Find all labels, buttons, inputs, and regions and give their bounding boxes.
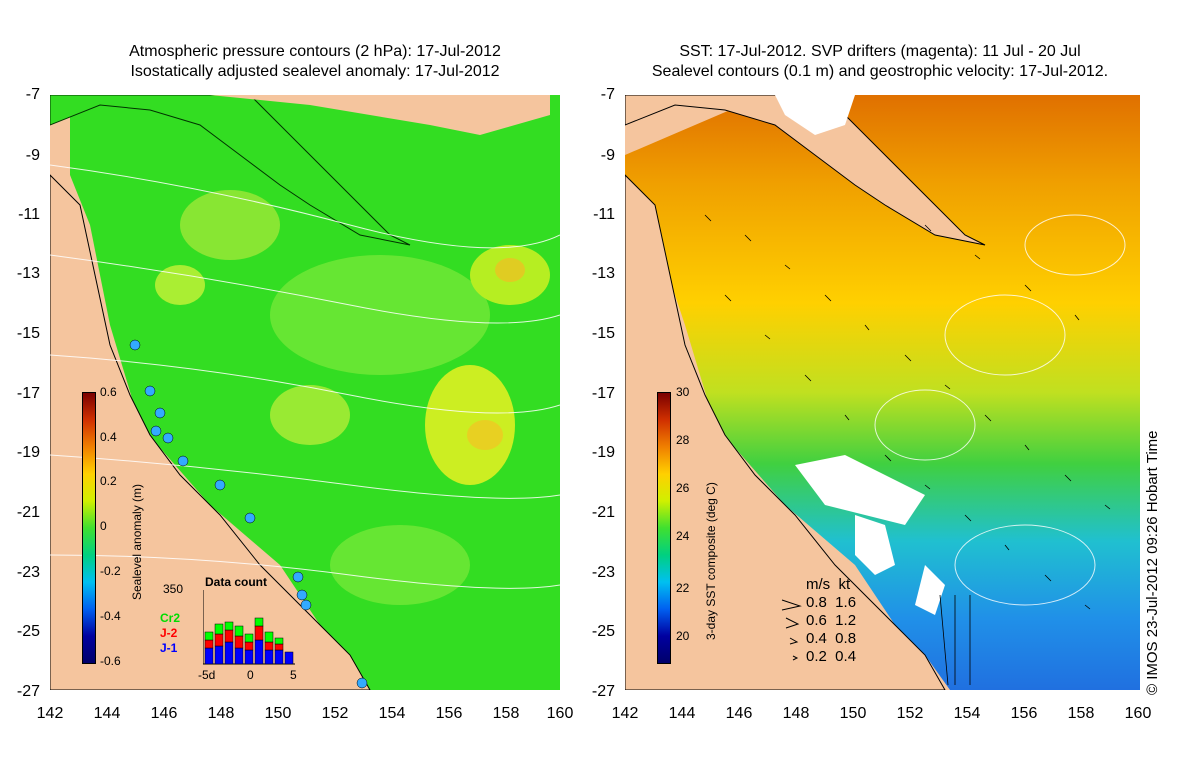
right-x-label: 150 [839, 705, 867, 722]
right-x-label: 154 [953, 705, 981, 722]
left-x-label: 154 [378, 705, 406, 722]
left-x-label: 158 [492, 705, 520, 722]
right-cb-label-4: 22 [676, 581, 690, 595]
papua-new-guinea-sst [625, 95, 986, 246]
data-count-ymax: 350 [163, 582, 184, 596]
data-count-title: Data count [205, 575, 268, 589]
right-cb-label-2: 26 [676, 481, 690, 495]
speed-legend-row-0: 0.8 1.6 [806, 594, 857, 611]
right-x-label: 156 [1010, 705, 1038, 722]
left-y-label: -7 [25, 86, 40, 103]
data-count-x2: 5 [290, 668, 297, 682]
left-y-label: -25 [16, 623, 40, 640]
left-y-label: -9 [25, 147, 40, 164]
left-x-label: 148 [207, 705, 235, 722]
right-cb-label-3: 24 [676, 529, 690, 543]
left-map-panel [50, 95, 560, 690]
right-y-label: -11 [593, 206, 615, 223]
left-cb-label-2: 0.2 [100, 474, 117, 488]
copyright-text: © IMOS 23-Jul-2012 09:26 Hobart Time [1144, 430, 1161, 695]
left-x-label: 156 [435, 705, 463, 722]
right-cb-label-5: 20 [676, 629, 690, 643]
left-y-label: -19 [16, 444, 40, 461]
right-y-label: -19 [591, 444, 615, 461]
right-y-label: -15 [591, 325, 615, 342]
right-y-label: -27 [591, 683, 615, 700]
left-x-label: 160 [546, 705, 574, 722]
left-title-line1: Atmospheric pressure contours (2 hPa): 1… [129, 43, 501, 60]
right-colorbar [657, 392, 671, 664]
left-y-label: -17 [16, 385, 40, 402]
speed-legend-header: m/s kt [806, 576, 851, 593]
speed-legend-row-1: 0.6 1.2 [806, 612, 857, 629]
right-x-label: 144 [668, 705, 696, 722]
sealevel-map [50, 95, 560, 690]
data-count-chart [203, 590, 295, 665]
left-x-label: 144 [93, 705, 121, 722]
right-y-label: -17 [591, 385, 615, 402]
right-y-label: -23 [591, 564, 615, 581]
right-cb-label-0: 30 [676, 385, 690, 399]
right-x-label: 158 [1067, 705, 1095, 722]
left-cb-label-6: -0.6 [100, 654, 121, 668]
left-cb-title: Sealevel anomaly (m) [130, 483, 144, 600]
right-title-line2: Sealevel contours (0.1 m) and geostrophi… [651, 63, 1109, 80]
right-x-label: 160 [1124, 705, 1152, 722]
speed-legend-row-3: 0.2 0.4 [806, 648, 857, 665]
left-y-label: -27 [16, 683, 40, 700]
right-x-label: 146 [725, 705, 753, 722]
left-x-label: 152 [321, 705, 349, 722]
papua-new-guinea [50, 95, 411, 246]
right-y-label: -25 [591, 623, 615, 640]
left-x-label: 150 [264, 705, 292, 722]
speed-legend-row-2: 0.4 0.8 [806, 630, 857, 647]
right-title-line1: SST: 17-Jul-2012. SVP drifters (magenta)… [679, 43, 1081, 60]
sst-map [625, 95, 1140, 690]
right-y-label: -7 [600, 86, 615, 103]
right-y-label: -13 [591, 265, 615, 282]
left-x-label: 142 [36, 705, 64, 722]
left-y-label: -13 [16, 265, 40, 282]
left-y-label: -11 [18, 206, 40, 223]
right-x-label: 142 [611, 705, 639, 722]
left-y-label: -23 [16, 564, 40, 581]
sst-ocean [625, 95, 1140, 690]
speed-legend-arrows [781, 599, 802, 661]
left-cb-label-5: -0.4 [100, 609, 121, 623]
right-y-label: -21 [591, 504, 615, 521]
left-title-line2: Isostatically adjusted sealevel anomaly:… [130, 63, 500, 80]
right-cb-label-1: 28 [676, 433, 690, 447]
left-cb-label-1: 0.4 [100, 430, 117, 444]
right-x-label: 148 [782, 705, 810, 722]
left-cb-label-3: 0 [100, 519, 107, 533]
left-y-label: -15 [16, 325, 40, 342]
data-count-x0: -5d [198, 668, 216, 682]
right-y-label: -9 [600, 147, 615, 164]
left-y-label: -21 [16, 504, 40, 521]
legend-cr2: Cr2 [160, 611, 181, 625]
left-cb-label-0: 0.6 [100, 385, 117, 399]
left-colorbar [82, 392, 96, 664]
right-map-panel [625, 95, 1140, 690]
data-count-x1: 0 [247, 668, 254, 682]
right-cb-title: 3-day SST composite (deg C) [704, 482, 718, 640]
left-cb-label-4: -0.2 [100, 564, 121, 578]
left-x-label: 146 [150, 705, 178, 722]
legend-j2: J-2 [160, 626, 178, 640]
legend-j1: J-1 [160, 641, 178, 655]
right-x-label: 152 [896, 705, 924, 722]
